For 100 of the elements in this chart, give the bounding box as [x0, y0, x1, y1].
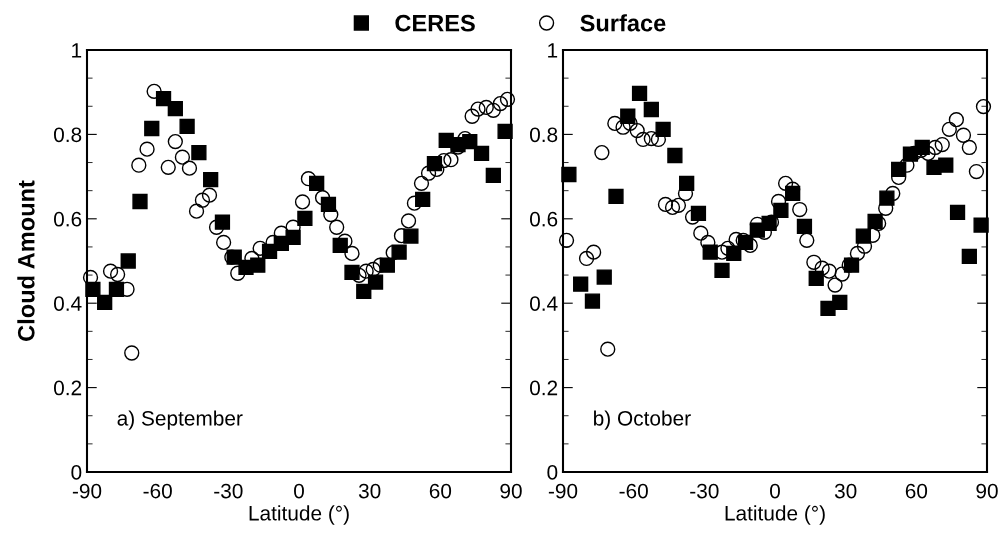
x-tick-label: 60: [905, 483, 928, 499]
point: [356, 283, 372, 300]
point: [594, 144, 610, 161]
point: [124, 345, 140, 361]
point: [596, 269, 612, 285]
point: [97, 294, 113, 310]
point: [358, 263, 374, 279]
point: [413, 175, 430, 191]
point: [615, 119, 631, 135]
point: [578, 250, 595, 267]
x-tick-label: 0: [770, 483, 780, 499]
point: [968, 163, 985, 180]
point: [941, 121, 957, 137]
point: [777, 175, 794, 191]
point: [297, 210, 313, 227]
point: [146, 83, 162, 99]
y-tick-label: 0.8: [53, 127, 82, 143]
point: [252, 240, 268, 256]
point: [720, 240, 736, 256]
y-tick-label: 0: [547, 465, 558, 480]
point: [329, 219, 345, 235]
point: [109, 266, 126, 283]
point: [132, 193, 148, 210]
point: [664, 199, 681, 216]
point: [191, 144, 207, 161]
y-tick-label: 0.8: [529, 127, 558, 143]
point: [464, 108, 480, 124]
point: [684, 209, 701, 225]
point: [179, 118, 195, 135]
point: [629, 122, 645, 139]
point: [294, 194, 311, 210]
point: [102, 263, 119, 279]
point: [934, 136, 950, 153]
point: [608, 188, 624, 205]
y-tick-label: 0.6: [529, 211, 558, 227]
point: [188, 203, 205, 219]
point: [643, 130, 659, 147]
y-tick-label: 0.2: [529, 380, 558, 396]
x-tick-label: -90: [72, 483, 102, 499]
y-tick-label: 0.2: [53, 380, 82, 396]
point: [167, 101, 183, 117]
point: [885, 185, 901, 202]
x-tick-label: -90: [548, 483, 578, 499]
point: [485, 167, 501, 183]
annotation: b) October: [594, 410, 691, 430]
point: [120, 253, 136, 269]
y-tick-label: 1: [72, 43, 82, 58]
point: [492, 95, 509, 112]
point: [144, 120, 160, 137]
point: [607, 115, 623, 132]
point: [314, 190, 331, 206]
y-tick-label: 1: [548, 43, 558, 58]
point: [796, 218, 813, 235]
y-tick-label: 0.4: [53, 296, 82, 311]
point: [938, 157, 954, 173]
x-tick-label: 90: [500, 483, 522, 499]
point: [174, 149, 191, 165]
point: [485, 102, 501, 118]
point: [344, 264, 360, 281]
point: [834, 266, 850, 282]
point: [631, 85, 648, 102]
point: [400, 213, 417, 229]
y-axis-title: Cloud Amount: [17, 180, 35, 341]
point: [650, 131, 667, 148]
point: [714, 262, 730, 278]
point: [478, 99, 494, 116]
y-tick-label: 0.6: [53, 211, 82, 227]
point: [558, 232, 575, 248]
point: [443, 152, 459, 168]
point: [194, 192, 211, 208]
point: [657, 196, 674, 213]
x-axis-title: Latitude (°): [725, 505, 825, 525]
point: [351, 267, 367, 283]
point: [849, 245, 866, 262]
point: [561, 166, 577, 183]
point: [814, 260, 830, 276]
x-tick-label: 30: [834, 483, 857, 499]
point: [806, 254, 822, 270]
point: [131, 157, 147, 173]
point: [949, 204, 966, 221]
x-tick-label: -30: [690, 483, 719, 499]
point: [436, 152, 452, 169]
point: [82, 269, 99, 286]
point: [167, 133, 183, 150]
point: [585, 244, 602, 260]
point: [160, 159, 176, 175]
point: [365, 261, 381, 278]
point: [927, 139, 943, 156]
x-tick-label: -30: [214, 483, 243, 499]
point: [600, 341, 616, 357]
point: [827, 277, 843, 293]
x-tick-label: -60: [619, 483, 648, 499]
point: [821, 263, 837, 279]
point: [499, 91, 516, 108]
point: [367, 274, 384, 290]
point: [108, 281, 125, 297]
point: [139, 141, 155, 157]
point: [871, 215, 887, 232]
point: [300, 171, 317, 187]
y-tick-label: 0.4: [529, 296, 558, 311]
